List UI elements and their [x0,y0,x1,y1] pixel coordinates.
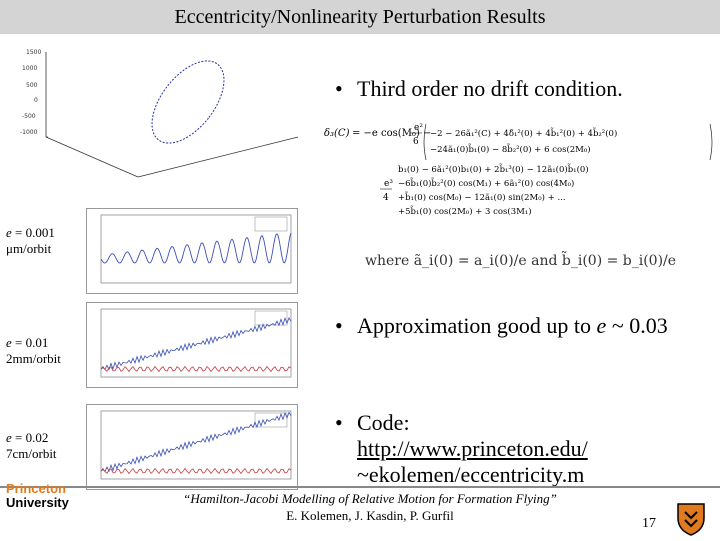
plot-label-1: e = 0.001 μm/orbit [6,225,55,256]
slide-title: Eccentricity/Nonlinearity Perturbation R… [0,0,720,34]
footer-rule [0,486,720,488]
svg-text:−24ã₁(0)b̃₁(0) − 8b̃₂²(0) + 6: −24ã₁(0)b̃₁(0) − 8b̃₂²(0) + 6 cos(2M₀) [430,142,591,155]
svg-text:−2 − 26ã₁²(C) + 4δ̃₁²(0) + 4b̃: −2 − 26ã₁²(C) + 4δ̃₁²(0) + 4b̃₁²(0) + 4b… [430,126,617,139]
bullet-dot: • [335,76,343,101]
svg-text:e³: e³ [384,179,393,189]
plot-series-drift [100,316,292,371]
svg-text:0: 0 [34,97,38,104]
citation: “Hamilton-Jacobi Modelling of Relative M… [150,490,590,524]
drift-plot-3 [86,404,298,490]
svg-text:6: 6 [413,137,419,147]
plot-series-corrected [100,467,292,475]
drift-plot-2 [86,302,298,388]
princeton-logo: Princeton University [6,481,69,510]
orbit-3d-plot: 1500 1000 500 0 -500 -1000 [8,42,308,192]
code-link[interactable]: http://www.princeton.edu/ [357,436,588,461]
where-clause: where ã_i(0) = a_i(0)/e and b̃_i(0) = b_… [365,253,677,269]
bullet-approximation: • Approximation good up to e ~ 0.03 [335,313,668,339]
bullet-text: Third order no drift condition. [357,76,623,101]
plot-frame [100,214,292,284]
svg-text:= −e cos(M₀) −: = −e cos(M₀) − [352,128,431,139]
princeton-shield-icon [676,502,706,536]
svg-text:+5b̃₁(0) cos(2M₀) + 3 cos(3M₁): +5b̃₁(0) cos(2M₀) + 3 cos(3M₁) [398,204,532,217]
svg-text:e²: e² [414,123,423,133]
no-drift-equation: δ₃(C) = −e cos(M₀) − e² 6 −2 − 26ã₁²(C) … [322,122,717,220]
plot-series-corrected [100,365,292,373]
svg-text:δ₃(C): δ₃(C) [324,128,350,139]
plot-label-2: e = 0.01 2mm/orbit [6,335,61,366]
svg-text:4: 4 [383,193,389,203]
svg-text:-1000: -1000 [20,129,38,136]
bullet-dot: • [335,313,343,338]
page-number: 17 [642,516,656,531]
citation-authors: E. Kolemen, J. Kasdin, P. Gurfil [286,508,454,523]
bullet-code: • Code: http://www.princeton.edu/ ~ekolem… [335,410,588,488]
bullet-dot: • [335,410,343,435]
svg-text:+b̃₁(0) cos(M₀) − 12ã₁(0) sin(: +b̃₁(0) cos(M₀) − 12ã₁(0) sin(2M₀) + ... [398,190,566,203]
bullet-no-drift: • Third order no drift condition. [335,76,623,102]
svg-text:−6b̃₁(0)b̃₂²(0) cos(M₁) + 6ã₁²: −6b̃₁(0)b̃₂²(0) cos(M₁) + 6ã₁²(0) cos(4M… [398,176,574,189]
svg-text:1500: 1500 [26,49,41,56]
svg-text:-500: -500 [22,113,36,120]
bullet-text: Approximation good up to [357,313,597,338]
bullet-var: e [596,313,607,338]
plot-series-drift [100,411,292,473]
plot-frame [100,410,292,480]
plot-frame [100,308,292,378]
plot-label-3: e = 0.02 7cm/orbit [6,430,57,461]
plot-legend [254,216,288,232]
svg-text:500: 500 [26,82,38,89]
citation-title: “Hamilton-Jacobi Modelling of Relative M… [183,491,557,506]
bullet-label: Code: [357,410,410,435]
svg-text:b₁(0) − 6ã₁²(0)b₁(0) + 2b̃₁³(0: b₁(0) − 6ã₁²(0)b₁(0) + 2b̃₁³(0) − 12ã₁(0… [398,162,589,175]
svg-text:1000: 1000 [22,65,37,72]
code-filename: ~ekolemen/eccentricity.m [357,462,585,487]
plot-series-wave [100,232,292,264]
drift-plot-1 [86,208,298,294]
bullet-text-suffix: ~ 0.03 [606,313,668,338]
